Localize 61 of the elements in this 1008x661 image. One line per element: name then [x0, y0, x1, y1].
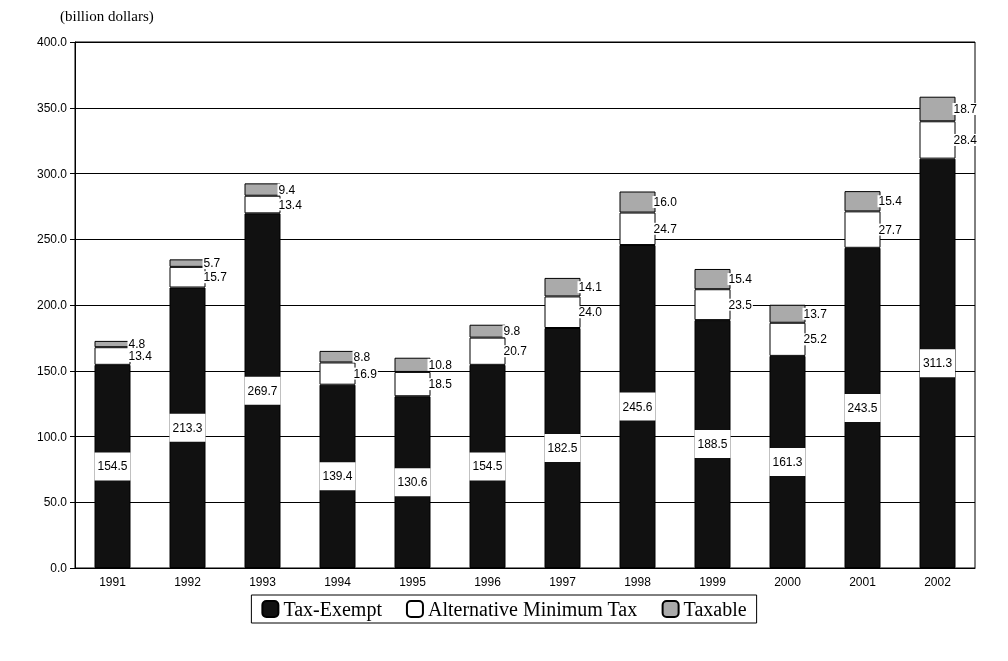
data-label: 24.7 — [653, 221, 678, 236]
data-label: 15.4 — [728, 272, 753, 287]
x-tick-label: 1995 — [399, 575, 427, 589]
x-tick-label: 1994 — [324, 575, 352, 589]
legend-label: Tax-Exempt — [283, 598, 383, 621]
data-label: 8.8 — [353, 349, 371, 364]
data-label: 14.1 — [578, 280, 603, 295]
y-axis-title: (billion dollars) — [60, 7, 154, 25]
legend-label: Taxable — [683, 598, 747, 620]
legend-label: Alternative Minimum Tax — [427, 598, 638, 620]
data-label: 311.3 — [922, 356, 953, 371]
data-label: 139.4 — [322, 469, 353, 484]
x-tick-label: 1998 — [624, 575, 652, 589]
data-label: 28.4 — [953, 132, 978, 147]
data-label: 15.7 — [203, 270, 228, 285]
x-tick-label: 1996 — [474, 575, 502, 589]
data-label: 182.5 — [547, 441, 578, 456]
data-label: 269.7 — [247, 383, 278, 398]
x-tick-label: 2001 — [849, 575, 877, 589]
data-label: 130.6 — [397, 475, 428, 490]
data-label: 20.7 — [503, 344, 528, 359]
data-label: 188.5 — [697, 437, 728, 452]
data-label: 18.5 — [428, 377, 453, 392]
data-label: 24.0 — [578, 305, 603, 320]
data-label: 4.8 — [128, 337, 146, 352]
y-tick-label: 400.0 — [36, 35, 68, 49]
y-tick-label: 100.0 — [36, 429, 68, 444]
data-label: 23.5 — [728, 297, 753, 312]
x-tick-label: 2002 — [924, 575, 952, 589]
data-label: 243.5 — [847, 400, 878, 415]
x-tick-label: 1999 — [699, 575, 727, 589]
y-tick-label: 200.0 — [36, 298, 68, 312]
data-label: 15.4 — [878, 194, 903, 209]
data-label: 25.2 — [803, 332, 828, 347]
y-tick-label: 350.0 — [36, 100, 68, 115]
data-label: 13.7 — [803, 306, 828, 321]
x-tick-label: 1992 — [174, 575, 202, 589]
data-label: 154.5 — [97, 459, 128, 474]
y-tick-label: 300.0 — [36, 166, 68, 181]
data-label: 16.0 — [653, 195, 678, 210]
x-tick-label: 1997 — [549, 575, 577, 589]
data-label: 13.4 — [128, 349, 153, 364]
data-label: 5.7 — [203, 256, 221, 271]
y-tick-label: 50.0 — [43, 495, 68, 510]
data-label: 9.8 — [503, 324, 521, 339]
data-label: 13.4 — [278, 197, 303, 212]
y-tick-label: 0.0 — [50, 561, 68, 575]
data-label: 18.7 — [953, 102, 978, 116]
data-label: 16.9 — [353, 366, 378, 381]
data-label: 245.6 — [622, 399, 653, 414]
data-label: 9.4 — [278, 182, 296, 197]
y-tick-label: 250.0 — [36, 232, 68, 247]
x-tick-label: 1993 — [249, 575, 277, 589]
x-tick-label: 1991 — [99, 575, 127, 589]
data-label: 154.5 — [472, 459, 503, 474]
data-label: 161.3 — [772, 454, 803, 469]
data-label: 10.8 — [428, 357, 453, 372]
x-tick-label: 2000 — [774, 575, 802, 589]
data-label: 27.7 — [878, 222, 903, 237]
data-label: 213.3 — [172, 420, 203, 435]
y-tick-label: 150.0 — [36, 363, 68, 378]
